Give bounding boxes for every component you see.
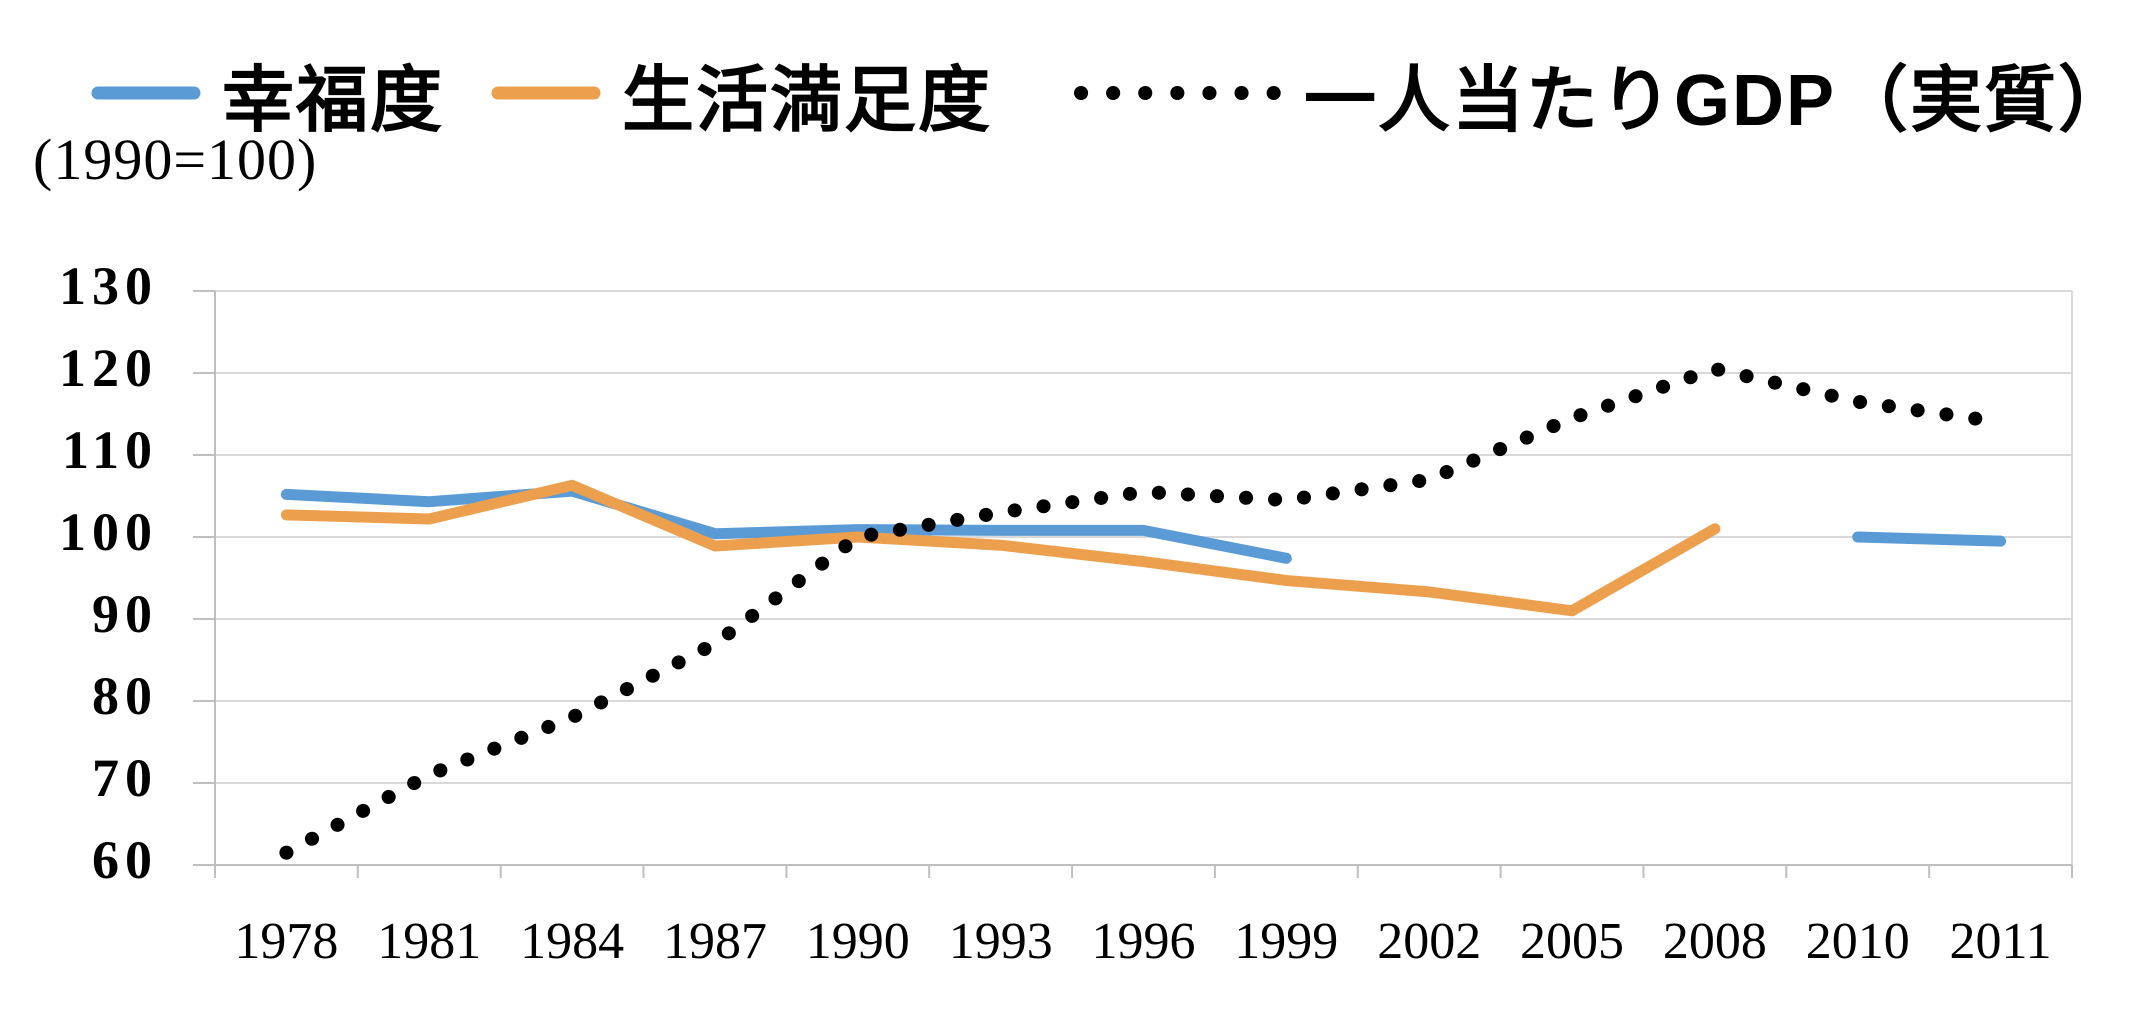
y-axis-label-70: 70: [92, 748, 158, 808]
legend-label-happiness: 幸福度: [222, 60, 445, 141]
x-axis-label-1996: 1996: [1092, 913, 1196, 970]
x-axis-label-1999: 1999: [1234, 913, 1338, 970]
y-axis-label-130: 130: [59, 256, 158, 316]
y-axis-label-60: 60: [92, 830, 158, 890]
y-axis-label-120: 120: [59, 338, 158, 398]
x-axis-label-1993: 1993: [949, 913, 1053, 970]
x-axis-label-2002: 2002: [1377, 913, 1481, 970]
y-axis-label-110: 110: [62, 420, 158, 480]
x-axis-label-2010: 2010: [1806, 913, 1910, 970]
x-axis-label-2008: 2008: [1663, 913, 1767, 970]
x-axis-label-1981: 1981: [377, 913, 481, 970]
x-axis-label-2011: 2011: [1950, 913, 2052, 970]
chart-legend: 幸福度 生活満足度 一人当たりGDP（実質）: [0, 48, 2134, 141]
legend-label-gdp-per-capita: 一人当たりGDP（実質）: [1304, 60, 2133, 141]
x-axis-label-1978: 1978: [234, 913, 338, 970]
x-axis-label-1984: 1984: [520, 913, 624, 970]
x-axis-label-2005: 2005: [1520, 913, 1624, 970]
legend-item-happiness: 幸福度: [90, 48, 444, 141]
legend-item-life-satisfaction: 生活満足度: [490, 48, 992, 141]
life-satisfaction-line: [280, 479, 1721, 617]
y-axis-label-100: 100: [59, 502, 158, 562]
happiness-line-segment-2: [1852, 531, 2007, 547]
life-satisfaction-line-swatch-icon: [491, 86, 601, 100]
legend-item-gdp-per-capita: 一人当たりGDP（実質）: [1072, 48, 2132, 141]
axis-unit-note: (1990=100): [33, 127, 318, 192]
gdp-dotted-swatch-icon: [1074, 86, 1281, 100]
gdp-per-capita-line: [279, 361, 2008, 860]
y-axis-label-80: 80: [92, 666, 158, 726]
y-axis-label-90: 90: [92, 584, 158, 644]
x-axis-label-1987: 1987: [663, 913, 767, 970]
happiness-line-swatch-icon: [91, 86, 201, 100]
happiness-line-segment-1: [280, 485, 1292, 564]
legend-label-life-satisfaction: 生活満足度: [622, 60, 993, 141]
x-axis-label-1990: 1990: [806, 913, 910, 970]
